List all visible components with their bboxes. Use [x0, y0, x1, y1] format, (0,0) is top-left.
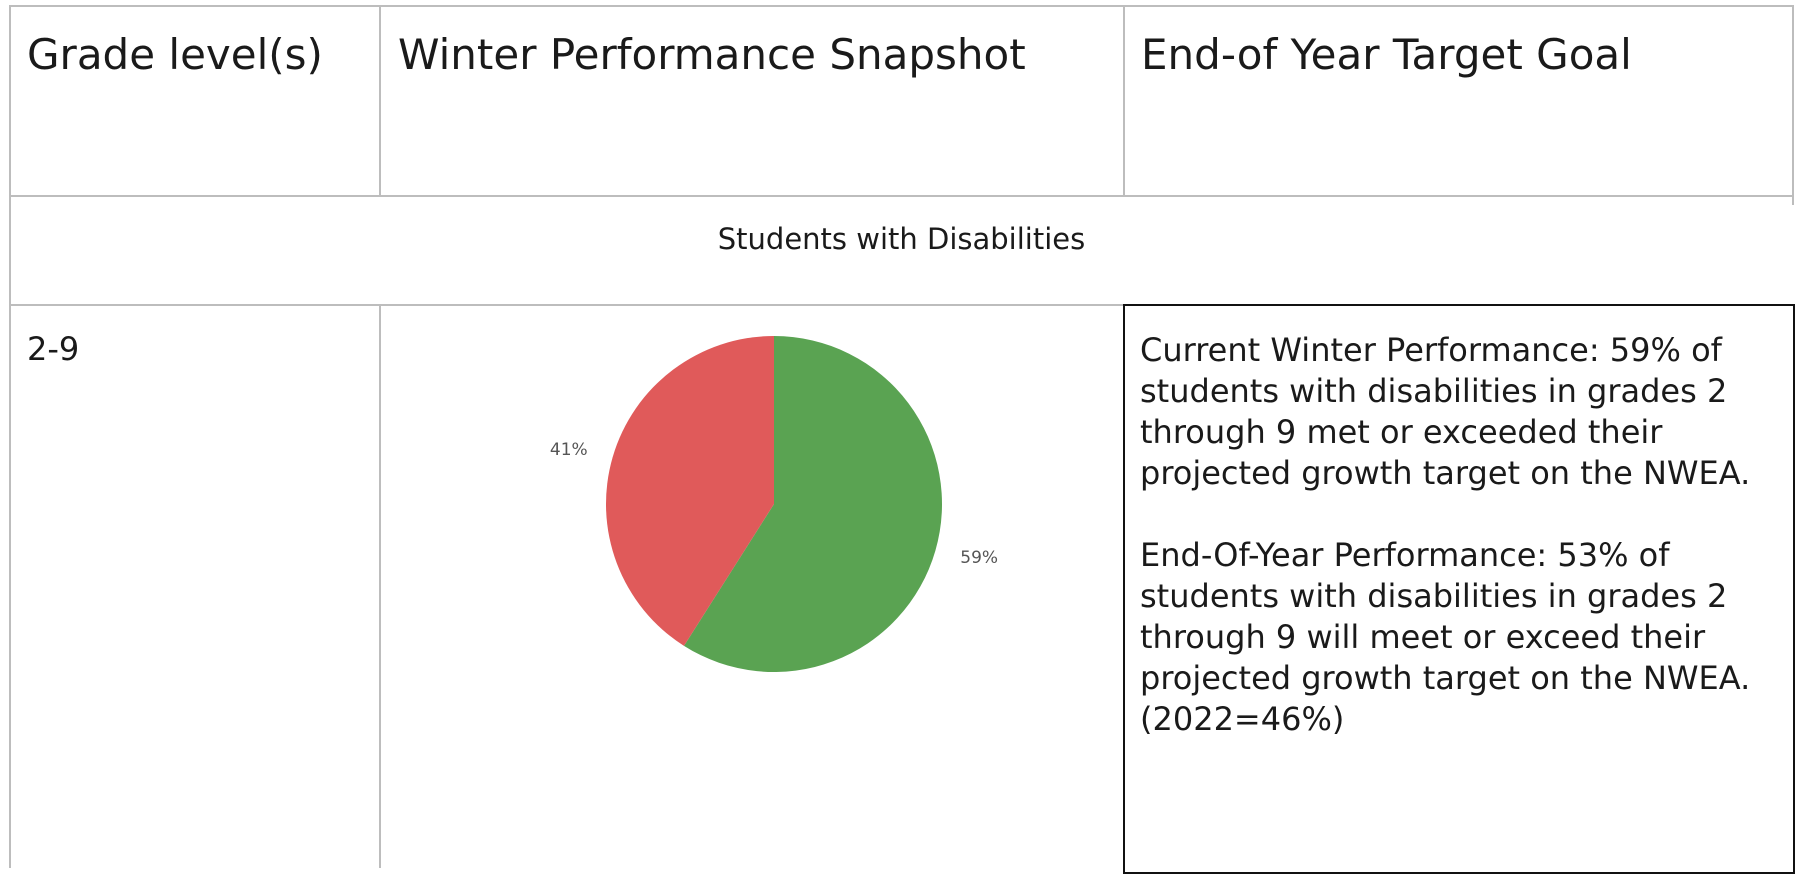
border	[9, 5, 1794, 7]
goal-text: End-Of-Year Performance: 53% of students…	[1140, 536, 1751, 738]
pie-slice	[606, 336, 774, 646]
pie-slice	[683, 336, 942, 672]
pie-chart: 59% 41%	[550, 336, 998, 672]
border	[9, 5, 11, 868]
goal-text: Current Winter Performance: 59% of stude…	[1140, 331, 1751, 492]
grade-cell: 2-9	[27, 330, 80, 368]
border	[9, 195, 1794, 197]
border	[379, 5, 381, 195]
border	[1123, 5, 1125, 195]
header-cell: Winter Performance Snapshot	[398, 30, 1026, 79]
slice-label: 41%	[550, 440, 588, 460]
header-cell: End-of Year Target Goal	[1141, 30, 1632, 79]
slice-label: 59%	[960, 548, 998, 568]
border	[1792, 5, 1794, 205]
header-cell: Grade level(s)	[27, 30, 323, 79]
border	[379, 304, 381, 868]
border	[9, 304, 1794, 306]
goal-cell: Current Winter Performance: 59% of stude…	[1140, 330, 1780, 781]
section-row: Students with Disabilities	[717, 222, 1086, 256]
